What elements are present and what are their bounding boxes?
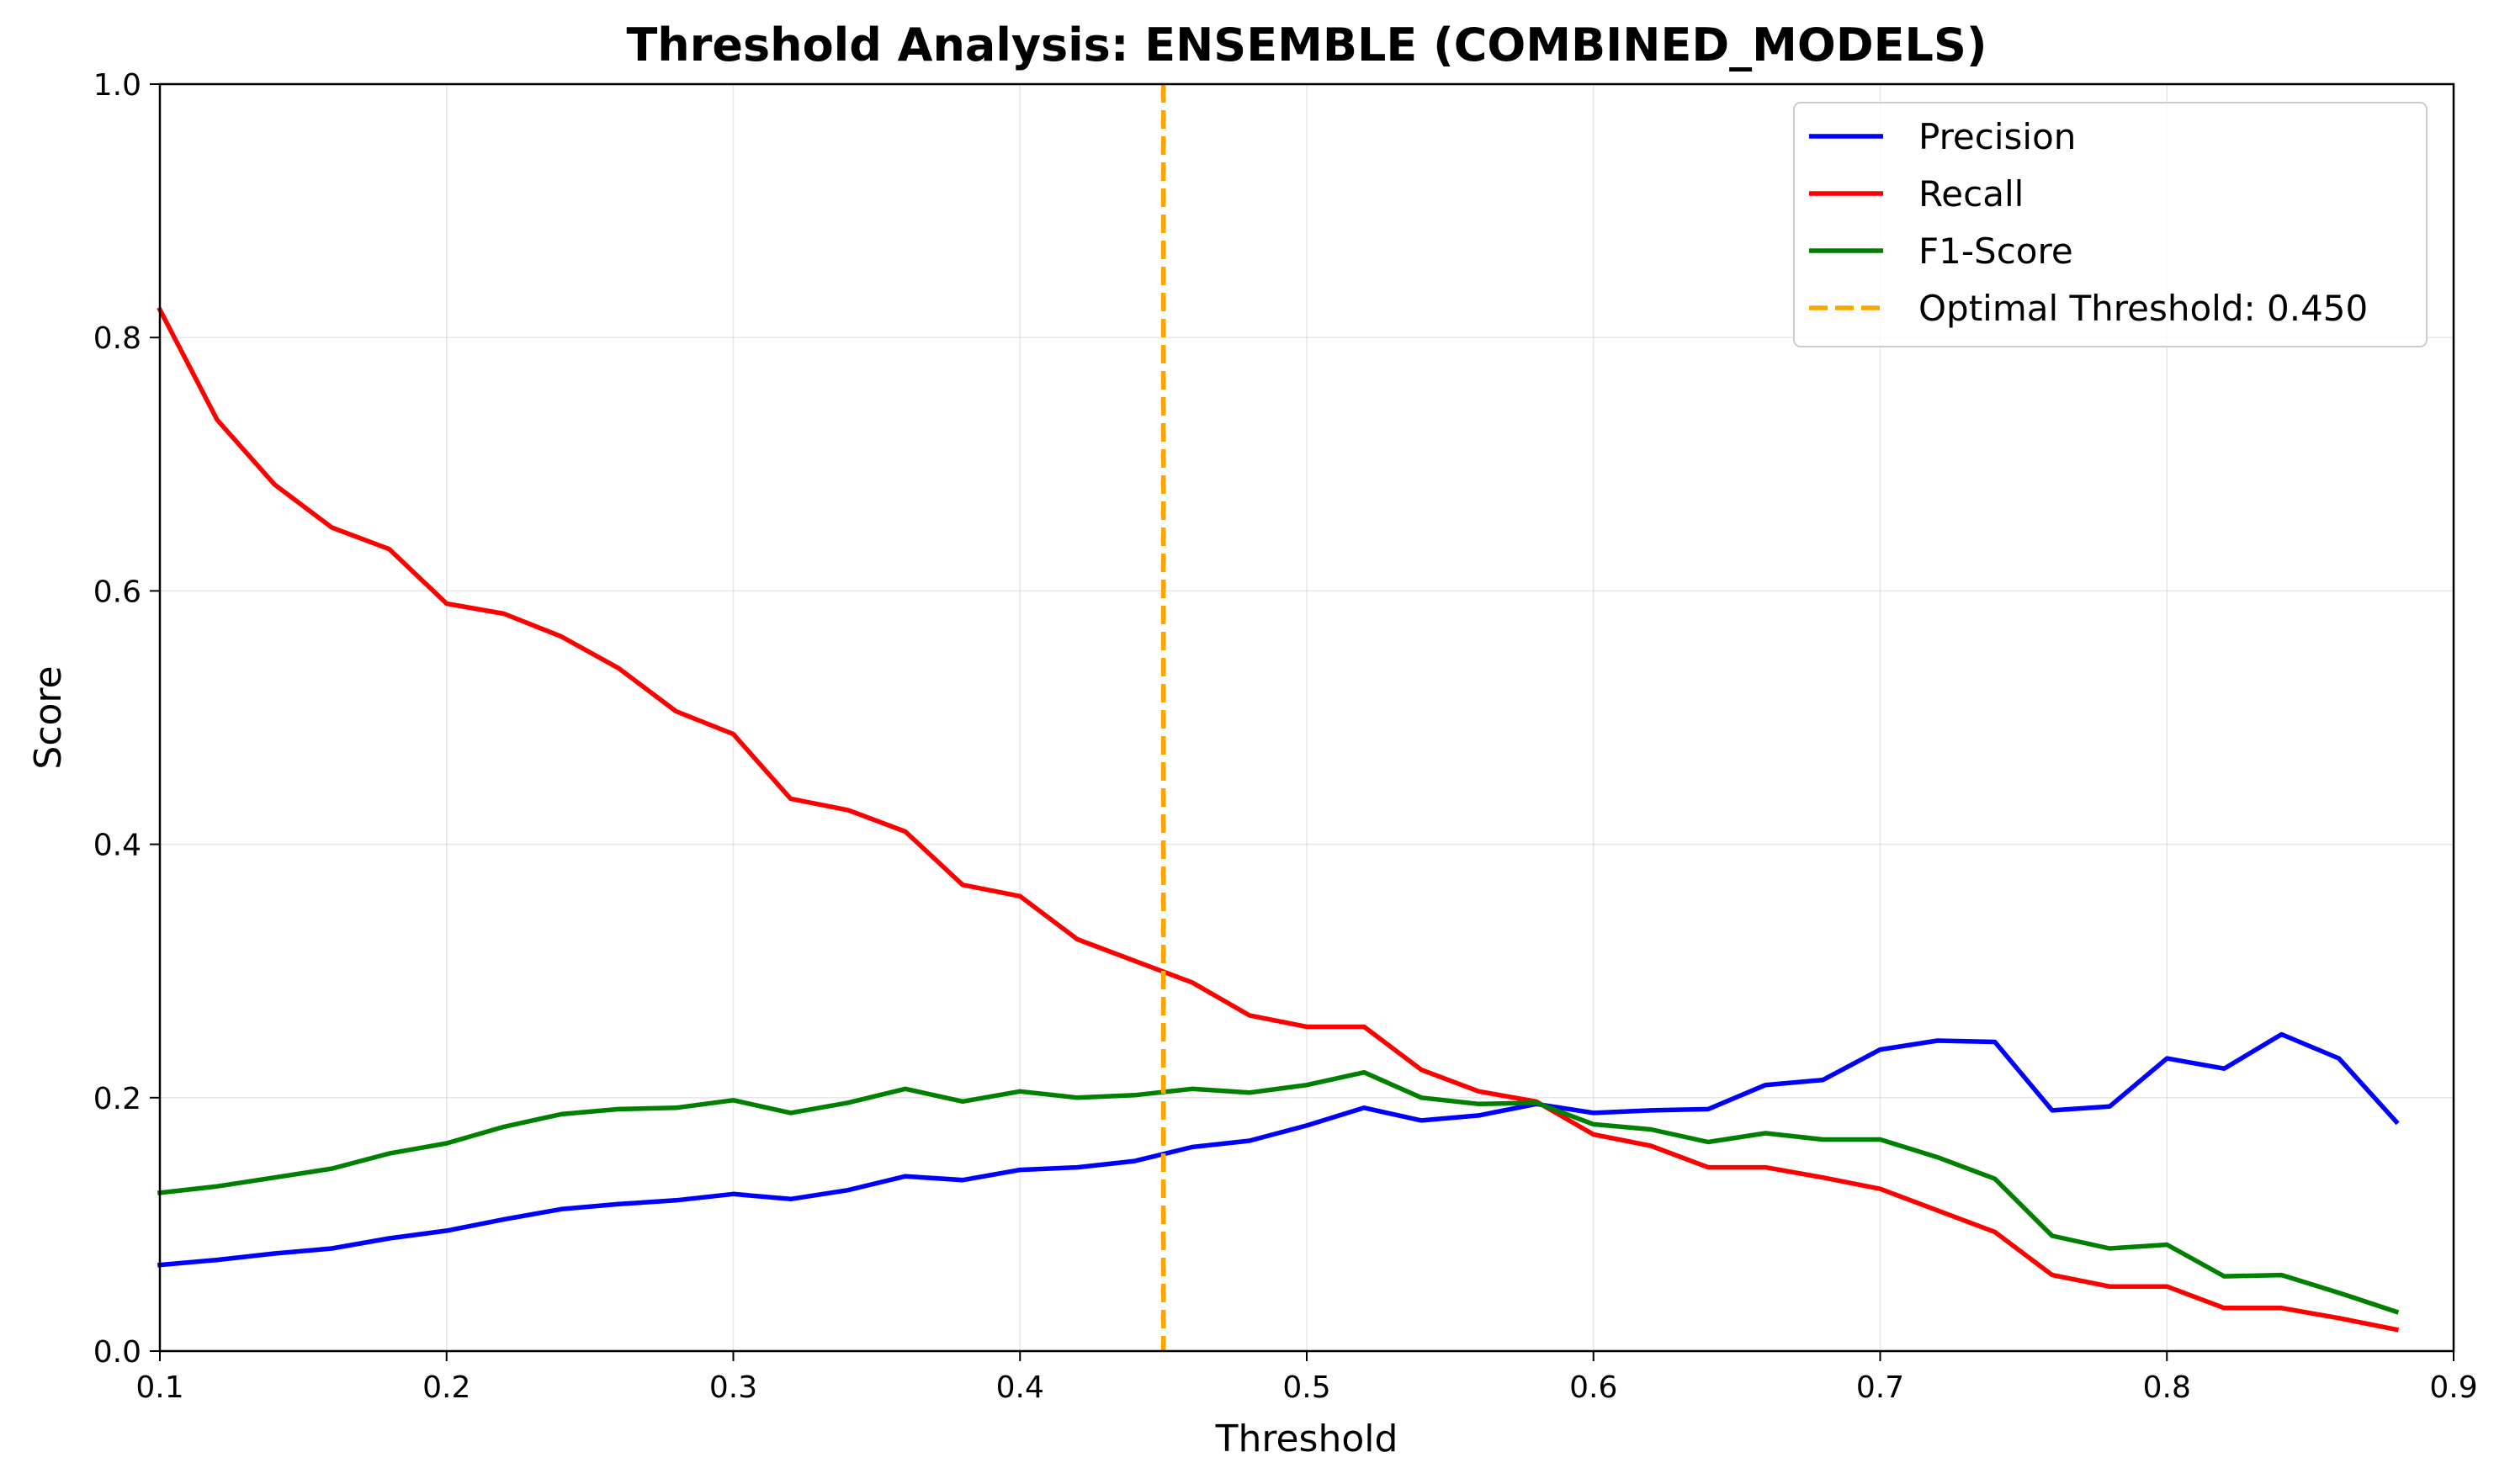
x-tick-label: 0.3 — [709, 1370, 757, 1405]
recall-series-line — [157, 306, 2400, 1333]
y-tick-label: 0.8 — [93, 321, 141, 356]
x-tick-label: 0.9 — [2429, 1370, 2477, 1405]
legend-label-optimal-threshold-0-450: Optimal Threshold: 0.450 — [1918, 288, 2368, 329]
precision-series-line — [157, 1031, 2400, 1268]
chart-title: Threshold Analysis: ENSEMBLE (COMBINED_M… — [626, 19, 1987, 72]
y-tick-label: 0.4 — [93, 829, 141, 863]
y-axis-label: Score — [27, 665, 70, 769]
x-tick-label: 0.5 — [1282, 1370, 1330, 1405]
x-tick-label: 0.2 — [422, 1370, 470, 1405]
y-tick-label: 0.2 — [93, 1082, 141, 1116]
axis-ticks: 0.1 0.2 0.3 0.4 0.5 0.6 0.7 0.8 0.9 0.0 0.2 0.4 0.6 0… — [93, 68, 2478, 1405]
y-tick-label: 1.0 — [93, 68, 141, 103]
legend-label-f1-score: F1-Score — [1918, 231, 2073, 272]
series-lines — [157, 306, 2400, 1333]
x-tick-label: 0.8 — [2143, 1370, 2191, 1405]
legend: Precision Recall F1-Score Optimal Threshold… — [1793, 102, 2428, 347]
legend-box — [1793, 102, 2428, 347]
x-axis-label: Threshold — [1215, 1418, 1398, 1460]
y-tick-label: 0.6 — [93, 575, 141, 609]
legend-label-recall: Recall — [1918, 173, 2024, 215]
x-tick-label: 0.1 — [135, 1370, 183, 1405]
y-tick-label: 0.0 — [93, 1335, 141, 1370]
x-tick-label: 0.6 — [1569, 1370, 1617, 1405]
legend-label-precision: Precision — [1918, 116, 2076, 157]
x-tick-label: 0.7 — [1856, 1370, 1904, 1405]
f1-score-series-line — [157, 1069, 2400, 1315]
x-tick-label: 0.4 — [996, 1370, 1044, 1405]
